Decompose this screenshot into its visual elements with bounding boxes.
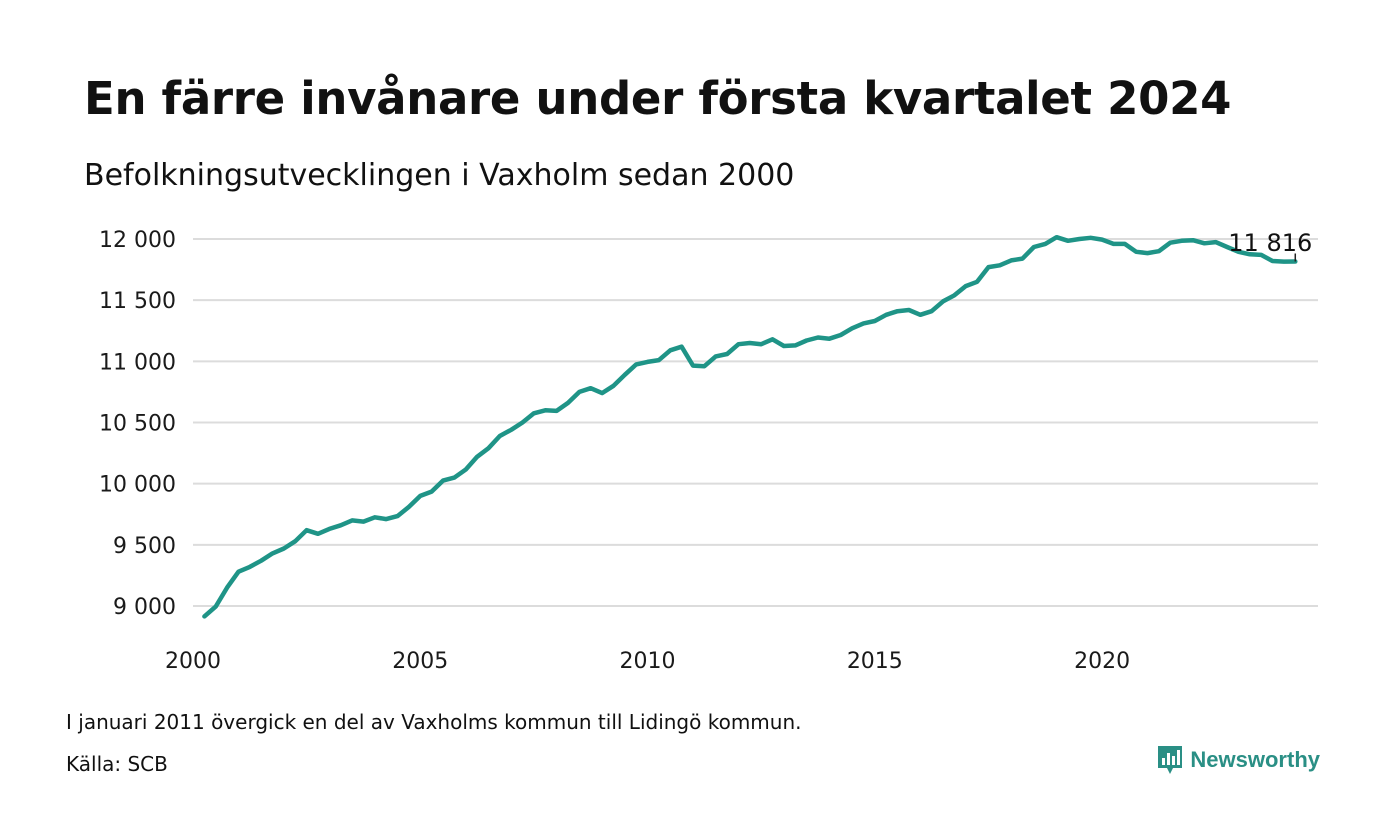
x-tick-label: 2010 [620,649,676,674]
series-group [202,234,1298,619]
x-tick-label: 2005 [392,649,448,674]
x-tick-label: 2000 [165,649,221,674]
y-tick-label: 12 000 [99,228,176,253]
chart-bubble-icon [1158,746,1183,774]
chart-subtitle: Befolkningsutvecklingen i Vaxholm sedan … [84,158,795,193]
data-points [204,237,1296,617]
y-tick-label: 10 500 [99,412,176,437]
y-tick-label: 9 500 [113,534,176,559]
x-tick-label: 2015 [847,649,903,674]
y-tick-label: 10 000 [99,473,176,498]
y-tick-label: 9 000 [113,595,176,620]
gridlines [193,238,1318,607]
end-value-group: 11 816 [1228,229,1312,262]
y-tick-label: 11 500 [99,289,176,314]
footnote: I januari 2011 övergick en del av Vaxhol… [66,710,802,734]
brand-name: Newsworthy [1190,747,1320,772]
end-value-label: 11 816 [1228,229,1312,257]
y-axis-tick-labels: 9 000 9 500 10 000 10 500 11 000 11 500 12 000 [99,228,176,620]
line-chart: 9 000 9 500 10 000 10 500 11 000 11 500 12 000… [99,228,1318,674]
x-axis-tick-labels: 2000 2005 2010 2015 2020 [165,649,1130,674]
newsworthy-logo: Newsworthy [1156,744,1320,776]
x-tick-label: 2020 [1074,649,1130,674]
source-credit: Källa: SCB [66,752,168,776]
chart-title: En färre invånare under första kvartalet… [84,72,1232,125]
y-tick-label: 11 000 [99,350,176,375]
population-line [202,234,1298,619]
